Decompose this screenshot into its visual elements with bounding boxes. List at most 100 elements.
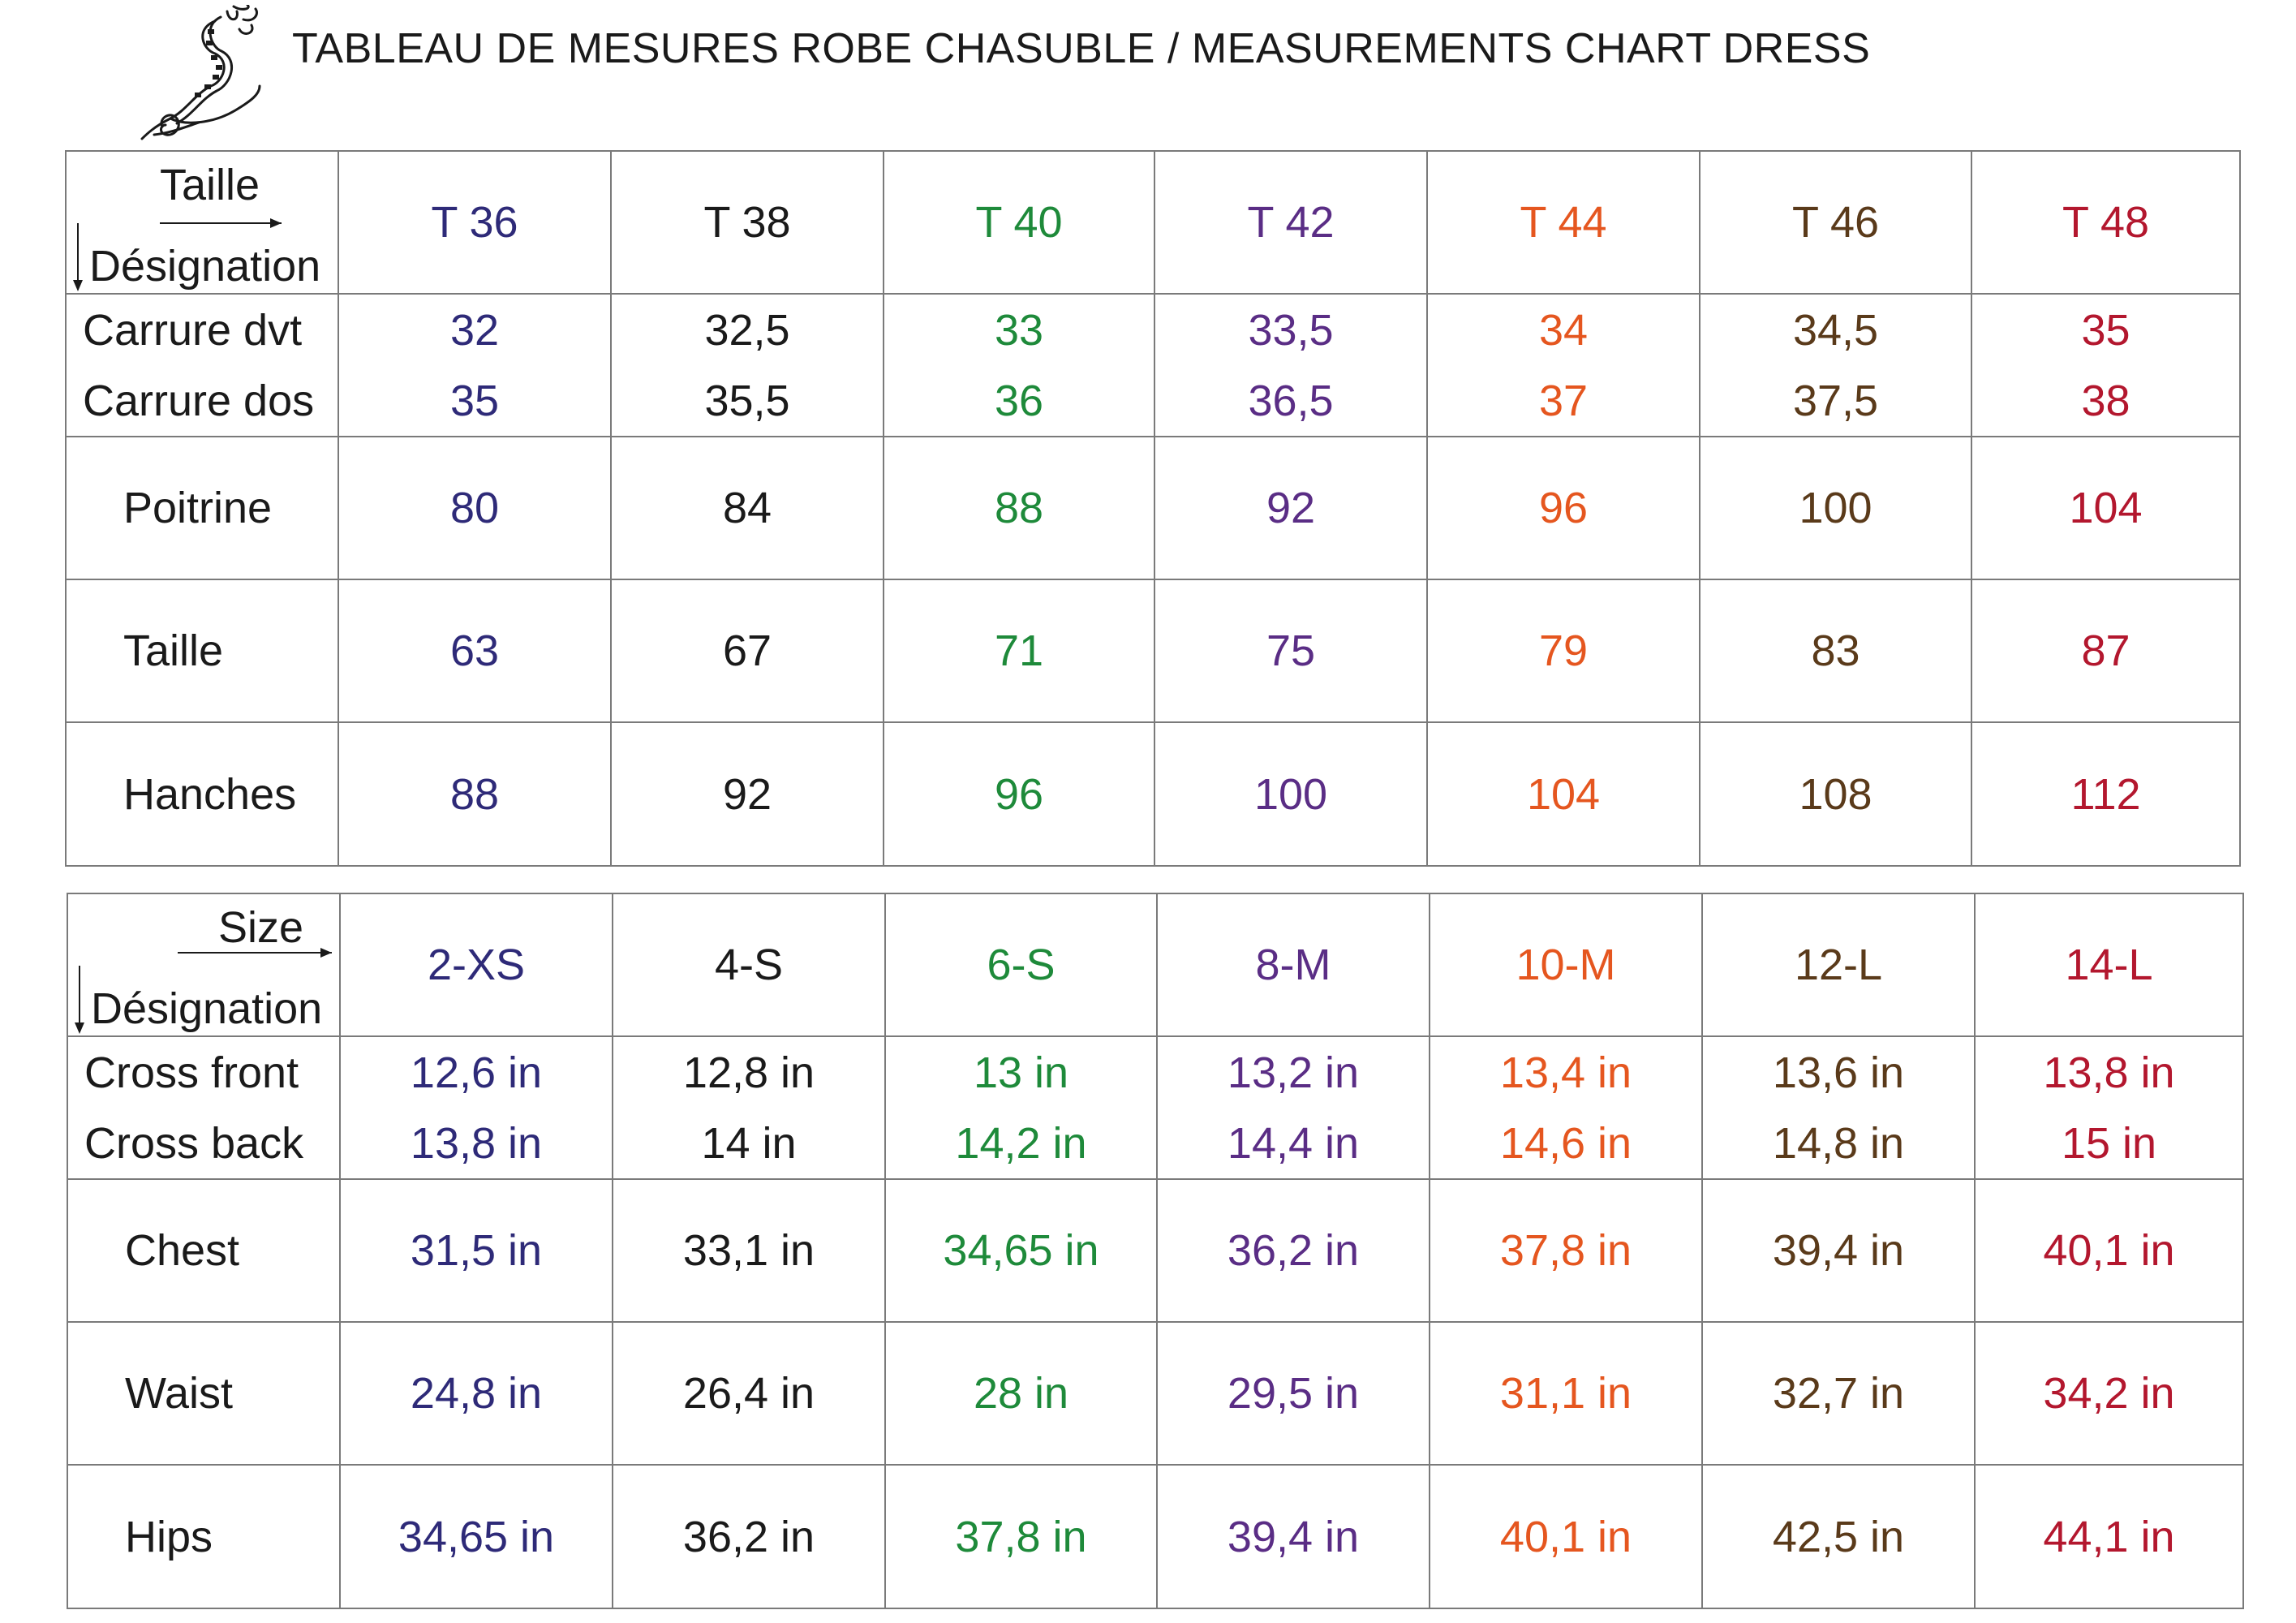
en-value-cell: 39,4 in: [1701, 1178, 1976, 1323]
en-value: 33,1 in: [682, 1226, 815, 1275]
en-value-cell: 13,2 in 14,4 in: [1156, 1035, 1430, 1180]
fr-value-cell: 92: [610, 721, 884, 867]
en-row-label: Cross front: [84, 1048, 299, 1097]
fr-value-cell: 80: [338, 436, 612, 580]
fr-value-cell: 63: [338, 579, 612, 723]
fr-value: 75: [1266, 626, 1316, 675]
en-value: 37,8 in: [1499, 1226, 1632, 1275]
en-table-row: Cross front Cross back 12,6 in 13,8 in 12,8 …: [67, 1035, 2244, 1180]
en-row-label-cell: Cross front Cross back: [67, 1035, 341, 1180]
fr-value: 35: [2081, 305, 2130, 355]
fr-value: 80: [449, 484, 500, 532]
fr-value: 112: [2070, 769, 2141, 819]
fr-value: 96: [994, 769, 1044, 819]
en-value-cell: 33,1 in: [612, 1178, 886, 1323]
en-value: 36,2 in: [682, 1512, 815, 1561]
fr-value-cell: 96: [883, 721, 1155, 867]
fr-size-header: T 42: [1154, 150, 1428, 295]
en-value-cell: 40,1 in: [1429, 1464, 1703, 1609]
fr-value-cell: 79: [1426, 579, 1701, 723]
en-value-cell: 13 in 14,2 in: [884, 1035, 1158, 1180]
fr-corner-cell: Taille Désignation: [65, 150, 339, 295]
fr-value-cell: 104: [1971, 436, 2241, 580]
en-value-cell: 37,8 in: [884, 1464, 1158, 1609]
fr-corner: Taille Désignation: [67, 152, 338, 293]
fr-value: 88: [994, 484, 1044, 532]
fr-corner-top-label: Taille: [160, 161, 260, 209]
fr-value: 38: [2081, 376, 2130, 425]
en-value: 14 in: [701, 1118, 797, 1168]
fr-value-cell: 100: [1699, 436, 1972, 580]
en-value: 13,8 in: [410, 1118, 543, 1168]
en-value: 36,2 in: [1227, 1226, 1360, 1275]
english-measurements-table: Size Désignation 2-XS 4-S 6-S 8-M 10-M 12-L 14-L…: [67, 893, 2244, 1609]
fr-value: 36,5: [1248, 376, 1334, 425]
en-size-header: 10-M: [1429, 893, 1703, 1037]
en-value-cell: 40,1 in: [1974, 1178, 2244, 1323]
fr-row-label: Carrure dvt: [83, 305, 303, 355]
fr-value-cell: 67: [610, 579, 884, 723]
fr-value-cell: 84: [610, 436, 884, 580]
en-value: 13,6 in: [1772, 1048, 1905, 1097]
fr-value-cell: 88: [883, 436, 1155, 580]
fr-row-label: Poitrine: [123, 484, 273, 532]
en-size-header: 14-L: [1974, 893, 2244, 1037]
en-value-cell: 13,8 in 15 in: [1974, 1035, 2244, 1180]
en-table-row: Waist 24,8 in 26,4 in 28 in 29,5 in 31,1 in 32…: [67, 1321, 2244, 1466]
english-table-body: Size Désignation 2-XS 4-S 6-S 8-M 10-M 12-L 14-L…: [67, 893, 2244, 1609]
en-value-cell: 31,5 in: [339, 1178, 613, 1323]
fr-value-cell: 88: [338, 721, 612, 867]
en-value: 14,4 in: [1227, 1118, 1360, 1168]
fr-value-cell: 92: [1154, 436, 1428, 580]
fr-value: 84: [722, 484, 772, 532]
fr-value-cell: 100: [1154, 721, 1428, 867]
fr-value: 63: [449, 626, 500, 675]
fr-size-header: T 36: [338, 150, 612, 295]
fr-value-cell: 71: [883, 579, 1155, 723]
en-value: 13 in: [973, 1048, 1069, 1097]
fr-value: 83: [1811, 626, 1860, 675]
en-value: 39,4 in: [1227, 1512, 1360, 1561]
en-row-label: Cross back: [84, 1118, 304, 1168]
fr-value: 100: [1799, 484, 1872, 532]
en-value-cell: 13,4 in 14,6 in: [1429, 1035, 1703, 1180]
en-value: 14,2 in: [955, 1118, 1087, 1168]
en-value: 42,5 in: [1772, 1512, 1905, 1561]
en-value-cell: 12,8 in 14 in: [612, 1035, 886, 1180]
en-value: 31,5 in: [410, 1226, 543, 1275]
en-value: 34,65 in: [398, 1512, 555, 1561]
fr-value: 35,5: [704, 376, 790, 425]
fr-size-header: T 48: [1971, 150, 2241, 295]
en-value: 24,8 in: [410, 1369, 543, 1418]
fr-table-row: Poitrine 80 84 88 92 96 100 104: [65, 436, 2241, 580]
fr-value: 87: [2081, 626, 2130, 675]
fr-value: 96: [1538, 484, 1589, 532]
en-value: 28 in: [973, 1369, 1069, 1418]
fr-value: 104: [2069, 484, 2143, 532]
fr-value: 32,5: [704, 305, 790, 355]
en-row-label-cell: Chest: [67, 1178, 341, 1323]
en-value: 39,4 in: [1772, 1226, 1905, 1275]
en-value-cell: 36,2 in: [612, 1464, 886, 1609]
fr-row-label-cell: Hanches: [65, 721, 339, 867]
fr-row-label-cell: Poitrine: [65, 436, 339, 580]
en-size-header: 6-S: [884, 893, 1158, 1037]
fr-value-cell: 34,5 37,5: [1699, 293, 1972, 437]
en-value-cell: 34,2 in: [1974, 1321, 2244, 1466]
fr-value: 108: [1799, 769, 1872, 819]
fr-value: 92: [722, 769, 772, 819]
en-value: 34,65 in: [943, 1226, 1099, 1275]
en-corner-top-label: Size: [218, 903, 304, 952]
fr-size-header: T 40: [883, 150, 1155, 295]
en-size-header: 8-M: [1156, 893, 1430, 1037]
en-value: 40,1 in: [1499, 1512, 1632, 1561]
fr-value: 33: [994, 305, 1044, 355]
en-value: 14,6 in: [1499, 1118, 1632, 1168]
fr-value-cell: 33 36: [883, 293, 1155, 437]
fr-row-label-cell: Carrure dvt Carrure dos: [65, 293, 339, 437]
en-value-cell: 24,8 in: [339, 1321, 613, 1466]
en-corner-arrows-icon: [75, 948, 332, 1034]
fr-value-cell: 83: [1699, 579, 1972, 723]
fr-value: 33,5: [1248, 305, 1334, 355]
fr-row-label: Carrure dos: [83, 376, 315, 425]
